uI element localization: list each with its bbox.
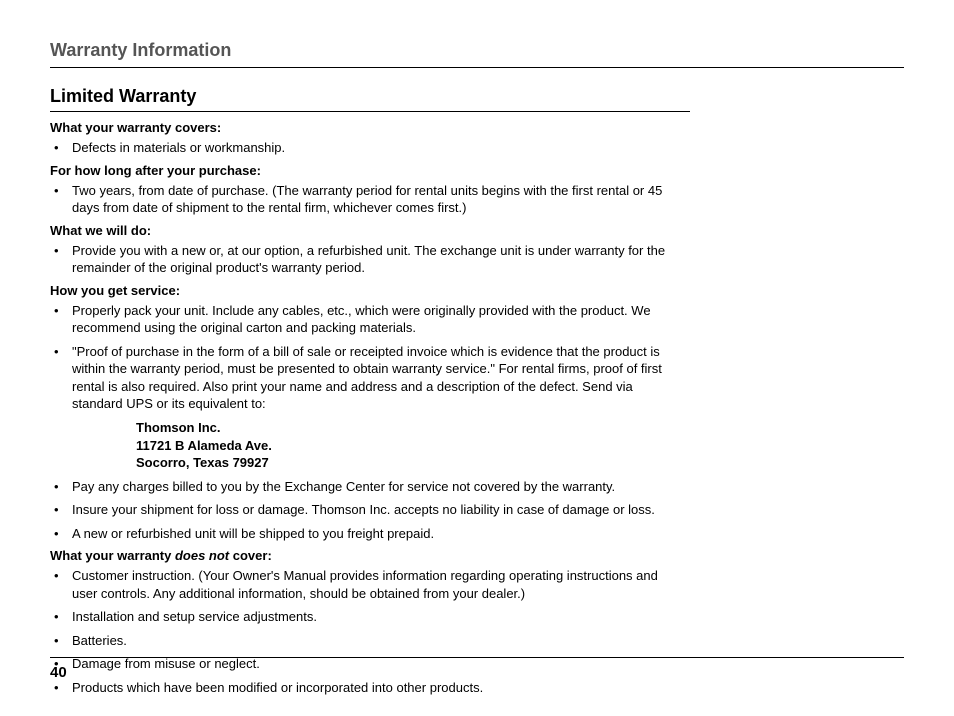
section-title: Limited Warranty [50, 86, 690, 112]
page-footer: 40 [50, 657, 904, 682]
notcover-em: does not [175, 548, 229, 563]
list-wewilldo: Provide you with a new or, at our option… [50, 242, 690, 277]
list-duration: Two years, from date of purchase. (The w… [50, 182, 690, 217]
subhead-service: How you get service: [50, 283, 690, 298]
list-item: "Proof of purchase in the form of a bill… [68, 343, 678, 413]
address-line: 11721 B Alameda Ave. [136, 437, 690, 455]
warranty-content: Limited Warranty What your warranty cove… [50, 86, 690, 697]
list-item: Defects in materials or workmanship. [68, 139, 678, 157]
subhead-covers: What your warranty covers: [50, 120, 690, 135]
list-service-b: Pay any charges billed to you by the Exc… [50, 478, 690, 543]
service-address: Thomson Inc. 11721 B Alameda Ave. Socorr… [136, 419, 690, 472]
list-item: Properly pack your unit. Include any cab… [68, 302, 678, 337]
list-item: Customer instruction. (Your Owner's Manu… [68, 567, 678, 602]
address-line: Thomson Inc. [136, 419, 690, 437]
list-item: Insure your shipment for loss or damage.… [68, 501, 678, 519]
notcover-prefix: What your warranty [50, 548, 175, 563]
list-service-a: Properly pack your unit. Include any cab… [50, 302, 690, 413]
page-header-title: Warranty Information [50, 40, 904, 68]
list-item: Pay any charges billed to you by the Exc… [68, 478, 678, 496]
list-item: Batteries. [68, 632, 678, 650]
page-number: 40 [50, 664, 67, 681]
subhead-notcover: What your warranty does not cover: [50, 548, 690, 563]
subhead-duration: For how long after your purchase: [50, 163, 690, 178]
address-line: Socorro, Texas 79927 [136, 454, 690, 472]
notcover-suffix: cover: [229, 548, 272, 563]
list-item: A new or refurbished unit will be shippe… [68, 525, 678, 543]
list-item: Provide you with a new or, at our option… [68, 242, 678, 277]
subhead-wewilldo: What we will do: [50, 223, 690, 238]
list-item: Installation and setup service adjustmen… [68, 608, 678, 626]
list-item: Two years, from date of purchase. (The w… [68, 182, 678, 217]
list-covers: Defects in materials or workmanship. [50, 139, 690, 157]
